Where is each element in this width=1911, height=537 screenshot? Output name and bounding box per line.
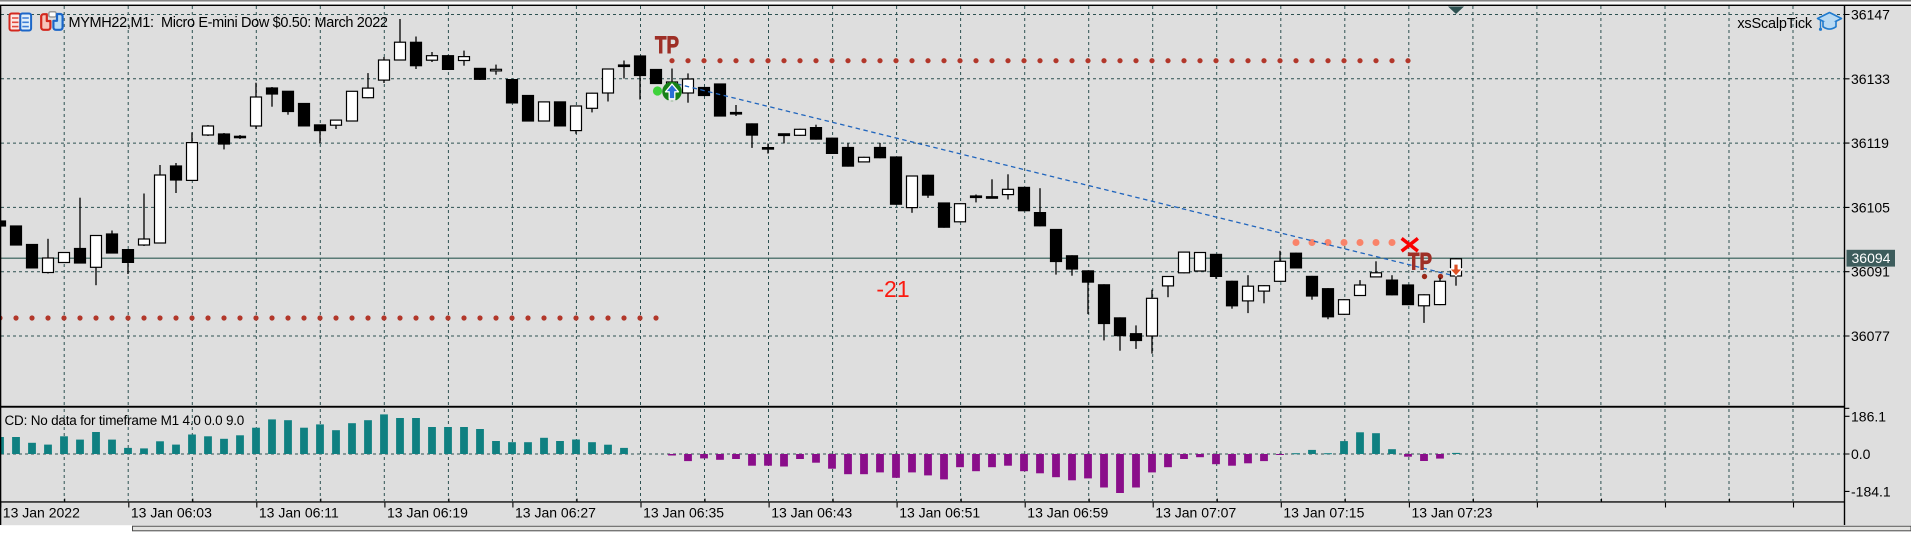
svg-text:13 Jan 07:15: 13 Jan 07:15	[1283, 505, 1364, 521]
svg-text:36147: 36147	[1851, 7, 1890, 23]
svg-text:36077: 36077	[1851, 328, 1890, 344]
svg-text:36094: 36094	[1852, 250, 1891, 266]
svg-text:13 Jan 06:59: 13 Jan 06:59	[1027, 505, 1108, 521]
svg-text:13 Jan 06:27: 13 Jan 06:27	[515, 505, 596, 521]
svg-text:CD: No data for timeframe M1 4: CD: No data for timeframe M1 4.0 0.0 9.0	[5, 413, 245, 428]
svg-text:13 Jan 07:23: 13 Jan 07:23	[1412, 505, 1493, 521]
svg-text:xsScalpTick: xsScalpTick	[1737, 16, 1813, 32]
svg-text:MYMH22,M1: Micro E-mini Dow $: MYMH22,M1: Micro E-mini Dow $0.50: March…	[69, 15, 388, 31]
svg-text:13 Jan 06:03: 13 Jan 06:03	[131, 505, 212, 521]
svg-text:-184.1: -184.1	[1851, 483, 1891, 499]
svg-text:36119: 36119	[1851, 135, 1889, 151]
svg-text:13 Jan 06:35: 13 Jan 06:35	[643, 505, 724, 521]
svg-text:13 Jan 2022: 13 Jan 2022	[3, 505, 80, 521]
svg-text:13 Jan 07:07: 13 Jan 07:07	[1155, 505, 1236, 521]
svg-text:0.0: 0.0	[1851, 446, 1871, 462]
svg-text:13 Jan 06:43: 13 Jan 06:43	[771, 505, 852, 521]
svg-text:13 Jan 06:19: 13 Jan 06:19	[387, 505, 468, 521]
svg-text:TP: TP	[655, 32, 679, 59]
svg-text:13 Jan 06:11: 13 Jan 06:11	[259, 505, 339, 521]
svg-text:-21: -21	[876, 276, 909, 302]
svg-text:186.1: 186.1	[1851, 408, 1886, 424]
svg-text:13 Jan 06:51: 13 Jan 06:51	[899, 505, 980, 521]
svg-text:36133: 36133	[1851, 71, 1890, 87]
svg-text:36105: 36105	[1851, 199, 1890, 215]
svg-text:TP: TP	[1408, 248, 1432, 275]
